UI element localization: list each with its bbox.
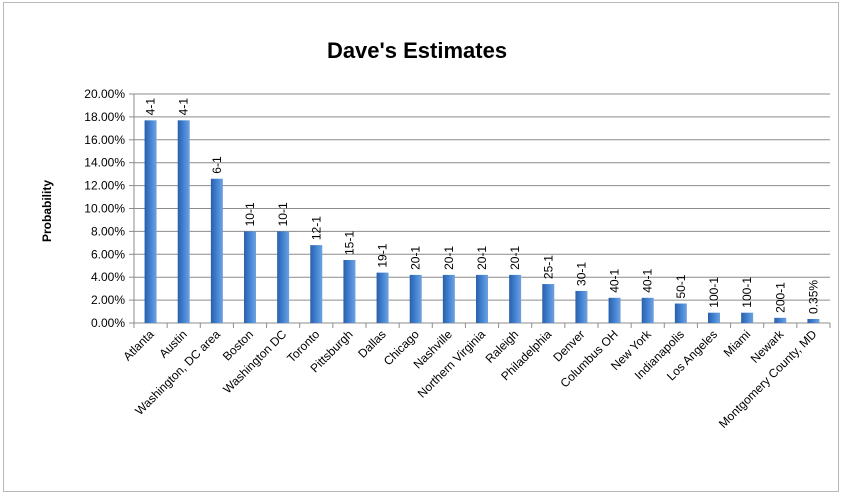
data-label: 15-1	[342, 231, 356, 255]
data-label: 4-1	[177, 98, 191, 116]
y-tick-label: 12.00%	[84, 179, 125, 193]
bar	[244, 231, 256, 323]
y-tick-label: 14.00%	[84, 156, 125, 170]
y-tick-labels: 0.00% 2.00% 4.00% 6.00% 8.00% 10.00% 12.00% 14.…	[84, 87, 125, 330]
bar	[708, 312, 720, 323]
bar	[509, 274, 522, 323]
data-label: 30-1	[574, 262, 588, 286]
bar	[807, 318, 820, 323]
bar	[409, 274, 422, 323]
y-tick-label: 2.00%	[91, 293, 125, 307]
bar	[343, 260, 356, 323]
bar	[210, 178, 223, 323]
y-tick-label: 4.00%	[91, 270, 125, 284]
data-label: 10-1	[243, 202, 257, 226]
data-label: 20-1	[508, 246, 522, 270]
data-label: 200-1	[773, 282, 787, 313]
data-label: 50-1	[674, 274, 688, 298]
data-label: 0.35%	[806, 280, 820, 314]
y-tick-label: 20.00%	[84, 87, 125, 101]
data-label: 12-1	[309, 216, 323, 240]
y-tick-label: 18.00%	[84, 110, 125, 124]
bar	[741, 312, 754, 323]
bar	[310, 245, 323, 323]
bar	[177, 120, 190, 324]
data-label: 25-1	[541, 255, 555, 279]
bar	[542, 284, 555, 323]
data-label: 10-1	[276, 202, 290, 226]
chart-frame: 4-1 4-1 6-1 10-1 10-1 12-1 15-1 19-1 20-1 20-1 20-…	[3, 2, 839, 492]
data-label: 20-1	[409, 246, 423, 270]
y-tick-label: 10.00%	[84, 202, 125, 216]
data-label: 100-1	[740, 277, 754, 308]
bar	[575, 290, 588, 323]
data-label: 40-1	[641, 268, 655, 292]
data-label: 4-1	[144, 98, 158, 116]
data-label: 19-1	[376, 243, 390, 267]
chart-title: Dave's Estimates	[327, 38, 507, 63]
data-label: 20-1	[442, 246, 456, 270]
y-tick-label: 6.00%	[91, 247, 125, 261]
y-tick-label: 0.00%	[91, 316, 125, 330]
data-labels: 4-1 4-1 6-1 10-1 10-1 12-1 15-1 19-1 20-1 20-1 20-…	[144, 98, 821, 314]
bar	[476, 274, 488, 323]
bar	[144, 120, 157, 324]
bar	[277, 231, 290, 323]
bar-chart: 4-1 4-1 6-1 10-1 10-1 12-1 15-1 19-1 20-1 20-1 20-…	[40, 38, 831, 431]
data-label: 20-1	[475, 246, 489, 270]
bar	[608, 297, 621, 323]
bar	[774, 317, 787, 323]
data-label: 6-1	[210, 156, 224, 174]
bars	[144, 120, 820, 324]
bar	[641, 297, 654, 323]
y-tick-label: 16.00%	[84, 133, 125, 147]
x-tick-label: Atlanta	[120, 327, 157, 364]
bar	[376, 272, 389, 323]
y-tick-label: 8.00%	[91, 224, 125, 238]
data-label: 100-1	[707, 277, 721, 308]
y-axis-label: Probability	[40, 180, 54, 242]
bar	[442, 274, 455, 323]
data-label: 40-1	[608, 268, 622, 292]
bar	[674, 303, 687, 323]
